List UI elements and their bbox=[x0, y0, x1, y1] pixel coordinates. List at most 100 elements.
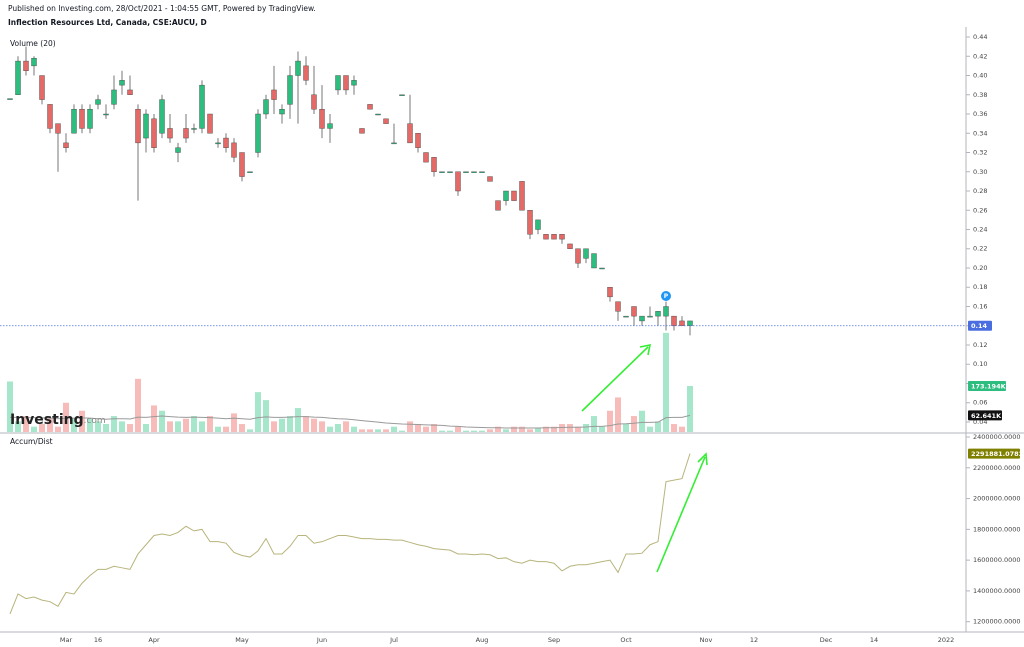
volume-ma-last-label: 62.641K bbox=[971, 412, 1002, 420]
y-tick-label: 0.38 bbox=[973, 91, 987, 99]
candle-body bbox=[191, 128, 197, 130]
candle-body bbox=[103, 113, 109, 116]
last-price-label: 0.14 bbox=[971, 322, 988, 330]
volume-bar bbox=[367, 429, 373, 432]
candle-body bbox=[175, 147, 181, 153]
candle-body bbox=[351, 80, 357, 86]
price-layer: Mar 16 Apr May Jun Jul Aug Sep Oct Nov 12 Dec 14 2022… bbox=[0, 33, 1023, 644]
candle-body bbox=[215, 142, 221, 145]
volume-last-label-box bbox=[968, 380, 1006, 391]
volume-bar bbox=[191, 416, 197, 432]
volume-bar bbox=[463, 430, 469, 432]
volume-bar bbox=[143, 424, 149, 432]
y-tick-label: 0.32 bbox=[973, 149, 987, 157]
candle-body bbox=[71, 108, 77, 134]
candle-body bbox=[207, 113, 213, 134]
volume-bar bbox=[551, 426, 557, 432]
accum-dist-label: Accum/Dist bbox=[10, 437, 53, 446]
y-tick-label: 0.18 bbox=[973, 283, 987, 291]
candle-body bbox=[287, 75, 293, 105]
volume-bar bbox=[607, 410, 613, 432]
volume-bar bbox=[103, 424, 109, 432]
candle-body bbox=[671, 315, 677, 326]
candle-body bbox=[199, 84, 205, 129]
volume-bar bbox=[359, 429, 365, 432]
candle-body bbox=[7, 98, 13, 100]
volume-ma-last-label-box bbox=[968, 410, 1002, 421]
candle-body bbox=[583, 248, 589, 259]
y-tick-label: 0.12 bbox=[973, 341, 987, 349]
candle-body bbox=[375, 113, 381, 116]
candle-body bbox=[47, 104, 53, 129]
volume-bar bbox=[127, 424, 133, 432]
candle-body bbox=[623, 315, 629, 318]
event-badge[interactable] bbox=[661, 291, 671, 301]
candle-body bbox=[479, 171, 485, 173]
candle-body bbox=[463, 171, 469, 173]
y-tick-label: 0.24 bbox=[973, 226, 987, 234]
x-tick-label: Aug bbox=[476, 636, 489, 644]
watermark: Investing.com bbox=[10, 412, 106, 428]
candle-body bbox=[255, 113, 261, 153]
y-tick-label: 0.30 bbox=[973, 168, 987, 176]
volume-bar bbox=[671, 424, 677, 432]
candle-body bbox=[151, 118, 157, 148]
volume-bar bbox=[447, 430, 453, 432]
candle-body bbox=[15, 60, 21, 95]
candle-body bbox=[335, 75, 341, 91]
volume-bar bbox=[559, 424, 565, 432]
x-tick-label: Oct bbox=[620, 636, 632, 644]
volume-bar bbox=[495, 426, 501, 432]
volume-bar bbox=[295, 408, 301, 432]
candle-body bbox=[167, 128, 173, 139]
volume-bar bbox=[527, 429, 533, 432]
last-price-label-box bbox=[968, 320, 992, 331]
volume-layer bbox=[7, 332, 693, 432]
y-tick-label: 0.36 bbox=[973, 110, 987, 118]
x-tick-label: 16 bbox=[94, 636, 102, 644]
arrow-head bbox=[639, 343, 652, 356]
candle-body bbox=[279, 108, 285, 115]
candle-body bbox=[663, 306, 669, 317]
chart-title: Inflection Resources Ltd, Canada, CSE:AU… bbox=[8, 18, 207, 27]
volume-bar bbox=[535, 428, 541, 432]
volume-bar bbox=[655, 421, 661, 432]
candle-body bbox=[591, 253, 597, 269]
accum-dist-line bbox=[9, 453, 691, 615]
y-tick-label: 0.04 bbox=[973, 418, 987, 426]
annotation-arrows bbox=[581, 343, 708, 573]
candle-body bbox=[239, 152, 245, 177]
candle-body bbox=[31, 57, 37, 67]
candle-body bbox=[439, 171, 445, 173]
volume-bar bbox=[263, 400, 269, 432]
y-tick-label: 0.44 bbox=[973, 33, 987, 41]
candle-body bbox=[135, 108, 141, 144]
y-tick-label: 0.22 bbox=[973, 245, 987, 253]
candle-body bbox=[247, 171, 253, 173]
event-badge-label[interactable]: P bbox=[664, 293, 669, 300]
volume-bar bbox=[55, 426, 61, 432]
volume-bar bbox=[383, 429, 389, 432]
volume-bar bbox=[215, 426, 221, 432]
y-tick-label: 1400000.0000 bbox=[973, 587, 1021, 595]
candle-body bbox=[431, 157, 437, 172]
volume-bar bbox=[679, 426, 685, 432]
candle-body bbox=[39, 75, 45, 100]
volume-bar bbox=[151, 405, 157, 432]
candle-body bbox=[575, 248, 581, 264]
volume-bar bbox=[207, 416, 213, 432]
candle-body bbox=[527, 210, 533, 235]
volume-ma-line bbox=[10, 414, 691, 429]
candle-body bbox=[223, 137, 229, 148]
y-tick-label: 0.28 bbox=[973, 187, 987, 195]
volume-bar bbox=[487, 429, 493, 432]
x-tick-label: May bbox=[235, 636, 249, 644]
x-tick-label: 12 bbox=[750, 636, 758, 644]
candle-body bbox=[631, 306, 637, 317]
candle-body bbox=[447, 171, 453, 173]
volume-bar bbox=[631, 416, 637, 432]
volume-bar bbox=[255, 392, 261, 432]
candle-body bbox=[399, 94, 405, 96]
volume-bar bbox=[239, 424, 245, 432]
volume-bar bbox=[503, 429, 509, 432]
